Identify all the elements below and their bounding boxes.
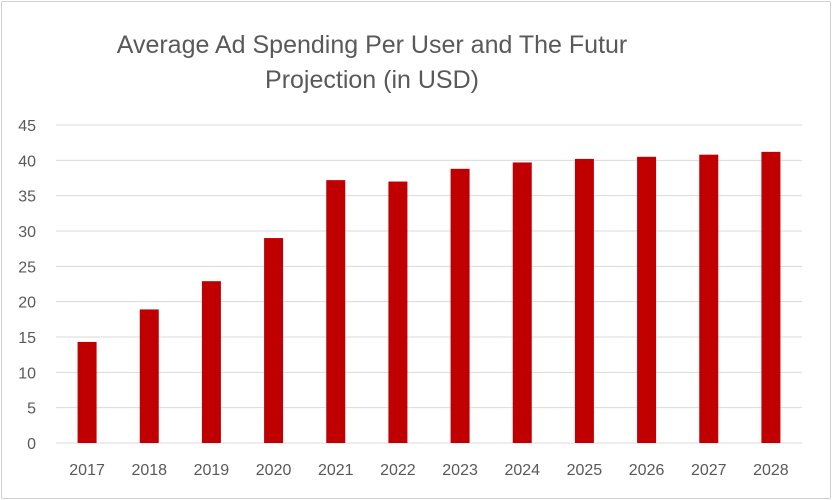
bar-2027: [699, 154, 719, 443]
y-tick-label: 15: [18, 330, 36, 347]
bar-2021: [326, 180, 346, 443]
x-tick-label: 2019: [194, 462, 230, 479]
x-tick-label: 2028: [753, 462, 789, 479]
bar-2026: [637, 156, 657, 444]
y-tick-label: 30: [18, 224, 36, 241]
bar-2019: [201, 281, 221, 443]
x-tick-label: 2021: [318, 462, 354, 479]
chart-title: Average Ad Spending Per User and The Fut…: [116, 31, 628, 94]
y-tick-label: 40: [18, 153, 36, 170]
y-tick-label: 20: [18, 295, 36, 312]
x-tick-label: 2025: [567, 462, 603, 479]
bar-2017: [77, 341, 97, 443]
x-tick-label: 2022: [380, 462, 416, 479]
x-tick-label: 2024: [504, 462, 540, 479]
bar-2025: [574, 158, 594, 444]
bar-2018: [139, 309, 159, 443]
x-tick-label: 2026: [629, 462, 665, 479]
y-tick-label: 45: [18, 118, 36, 135]
bar-2024: [512, 162, 532, 443]
y-tick-label: 35: [18, 189, 36, 206]
x-tick-label: 2018: [131, 462, 167, 479]
bar-2023: [450, 168, 470, 443]
y-tick-label: 25: [18, 259, 36, 276]
x-tick-label: 2023: [442, 462, 478, 479]
y-tick-label: 10: [18, 365, 36, 382]
x-tick-label: 2027: [691, 462, 727, 479]
y-tick-label: 0: [27, 436, 36, 453]
y-tick-label: 5: [27, 401, 36, 418]
bar-2022: [388, 181, 408, 444]
x-tick-label: 2020: [256, 462, 292, 479]
x-tick-label: 2017: [69, 462, 105, 479]
bar-2020: [264, 238, 284, 443]
bar-2028: [761, 151, 781, 443]
